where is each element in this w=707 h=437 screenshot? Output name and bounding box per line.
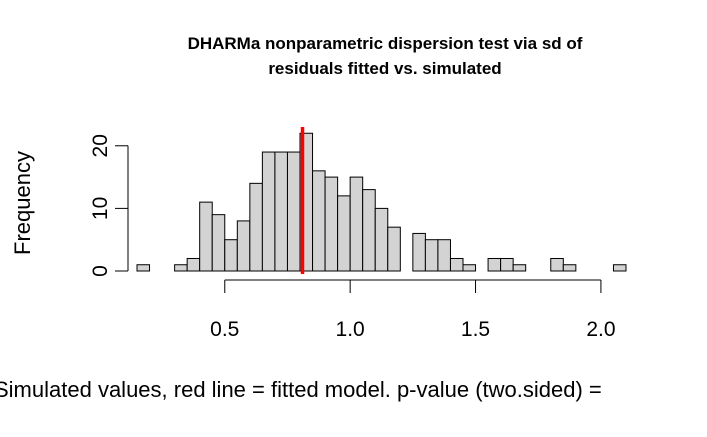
histogram-bar xyxy=(337,195,351,272)
chart-title-line-2: residuals fitted vs. simulated xyxy=(268,59,501,78)
histogram-bar xyxy=(462,264,477,272)
histogram-bar xyxy=(136,264,151,272)
histogram-bar xyxy=(424,239,439,272)
y-tick-label: 0 xyxy=(89,265,112,277)
x-axis: 0.5 1.0 1.5 2.0 xyxy=(210,279,616,341)
histogram-bar xyxy=(312,170,326,272)
histogram-bar xyxy=(186,257,201,272)
histogram-bar xyxy=(362,189,376,272)
histogram-bar xyxy=(211,214,226,272)
histogram-bar xyxy=(449,257,464,272)
y-tick-label: 10 xyxy=(89,197,112,220)
histogram-bar xyxy=(349,176,364,272)
histogram-bar xyxy=(286,151,301,272)
histogram-bar xyxy=(261,151,276,272)
histogram-bar xyxy=(437,239,451,272)
histogram-bar xyxy=(174,264,188,272)
histogram-bar xyxy=(199,201,213,272)
x-tick-label: 2.0 xyxy=(586,318,615,341)
histogram-bar xyxy=(249,182,263,272)
x-tick-label: 1.5 xyxy=(461,318,490,341)
histogram-bar xyxy=(224,239,238,272)
histogram-bar xyxy=(550,257,564,272)
chart-title-line-1: DHARMa nonparametric dispersion test via… xyxy=(188,34,583,53)
histogram-bar xyxy=(324,176,339,272)
histogram-bar xyxy=(500,257,514,272)
histogram-bar xyxy=(274,151,288,272)
y-tick-label: 20 xyxy=(89,134,112,157)
histogram-bars xyxy=(136,132,627,272)
histogram-bar xyxy=(412,232,426,272)
histogram-bar xyxy=(387,226,401,272)
histogram-bar xyxy=(374,207,389,272)
x-tick-label: 1.0 xyxy=(336,318,365,341)
histogram-bar xyxy=(612,264,627,272)
y-axis-label: Frequency xyxy=(10,151,35,255)
x-axis-label: Simulated values, red line = fitted mode… xyxy=(0,377,602,402)
histogram-bar xyxy=(512,264,527,272)
histogram-bar xyxy=(562,264,577,272)
y-axis: 0 10 20 xyxy=(89,134,129,277)
x-tick-label: 0.5 xyxy=(210,318,239,341)
histogram-bar xyxy=(487,257,502,272)
histogram-bar xyxy=(236,220,251,272)
